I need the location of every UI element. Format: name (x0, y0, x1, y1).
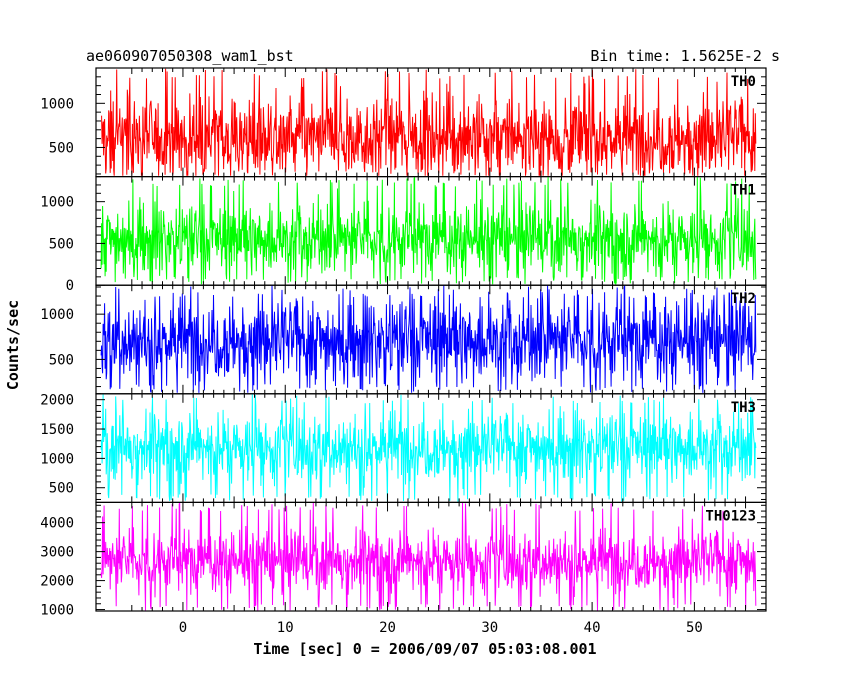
panel-frame (95, 501, 767, 612)
y-tick-label: 1000 (40, 451, 74, 467)
x-tick-label: 40 (584, 620, 601, 636)
y-tick-label: 500 (49, 481, 74, 497)
panel-label-th2: TH2 (731, 291, 756, 307)
y-tick-label: 1000 (40, 307, 74, 323)
series-th2-line (100, 285, 757, 393)
chart-title-right: Bin time: 1.5625E-2 s (590, 47, 780, 65)
y-tick-label: 1000 (40, 195, 74, 211)
panel-label-th1: TH1 (731, 183, 756, 199)
y-tick-label: 500 (49, 352, 74, 368)
y-tick-label: 0 (66, 278, 74, 294)
x-tick-label: 10 (277, 620, 294, 636)
panel-label-th3: TH3 (731, 400, 756, 416)
x-tick-label: 20 (379, 620, 396, 636)
y-axis-label: Counts/sec (4, 300, 22, 390)
series-th3-line (100, 393, 757, 502)
panels-group: TH05001000TH105001000TH25001000TH3500100… (40, 67, 767, 636)
y-tick-label: 1000 (40, 96, 74, 112)
series-th0-line (101, 68, 757, 176)
y-tick-label: 1000 (40, 603, 74, 619)
y-tick-label: 1500 (40, 422, 74, 438)
y-tick-label: 2000 (40, 393, 74, 409)
x-tick-label: 50 (686, 620, 703, 636)
panel-label-th0123: TH0123 (705, 508, 756, 524)
y-tick-label: 500 (49, 140, 74, 156)
x-tick-label: 30 (481, 620, 498, 636)
x-axis-label: Time [sec] 0 = 2006/09/07 05:03:08.001 (253, 640, 596, 658)
y-tick-label: 2000 (40, 574, 74, 590)
y-tick-label: 500 (49, 236, 74, 252)
y-tick-label: 3000 (40, 545, 74, 561)
panel-label-th0: TH0 (731, 74, 756, 90)
series-th0123-line (100, 502, 757, 611)
chart-title-left: ae060907050308_wam1_bst (86, 47, 294, 65)
series-th1-line (100, 176, 757, 285)
y-tick-label: 4000 (40, 516, 74, 532)
x-tick-label: 0 (179, 620, 187, 636)
